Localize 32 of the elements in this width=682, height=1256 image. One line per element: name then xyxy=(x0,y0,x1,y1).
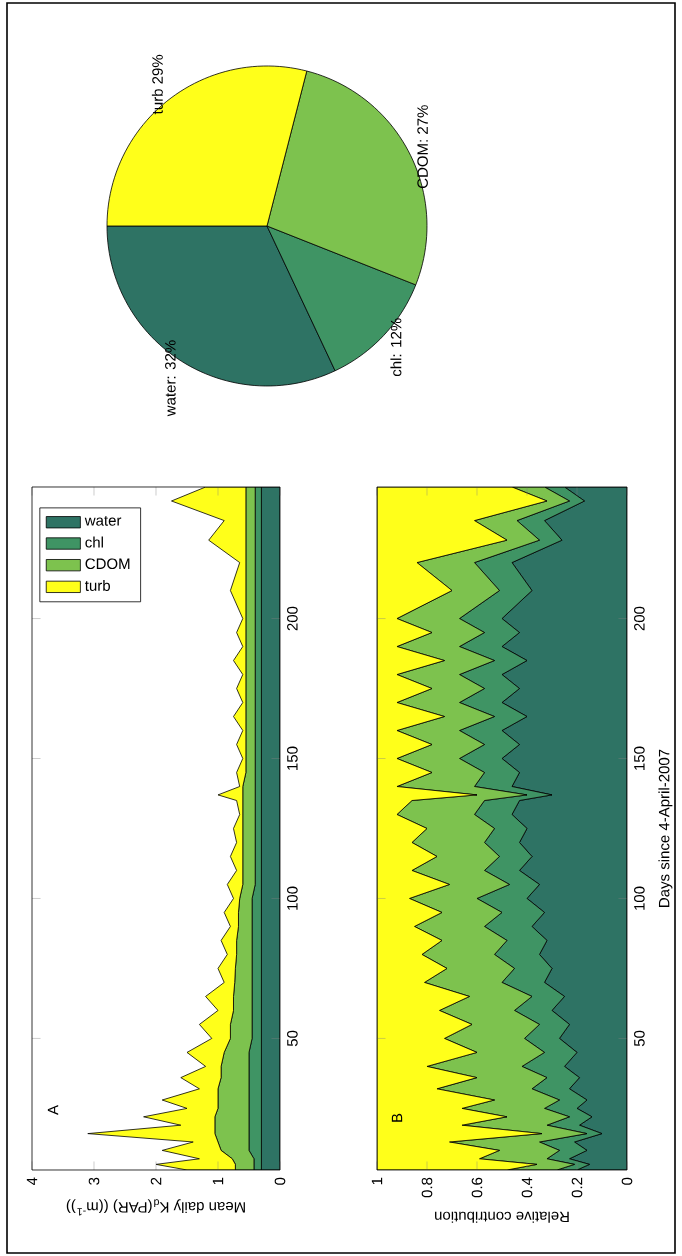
x-tick-label: 0.4 xyxy=(521,1177,533,1198)
y-tick-label: 50 xyxy=(287,1030,298,1047)
legend-label: CDOM xyxy=(85,558,130,570)
legend-label: turb xyxy=(85,579,110,591)
x-tick-label: 2 xyxy=(150,1177,162,1185)
x-tick-label: 0 xyxy=(274,1177,286,1185)
x-tick-label: 0.2 xyxy=(571,1177,583,1198)
y-tick-label: 200 xyxy=(634,606,645,631)
x-tick-label: 4 xyxy=(26,1177,38,1186)
y-tick-label: 150 xyxy=(634,746,645,770)
x-tick-label: 3 xyxy=(88,1177,100,1185)
x-axis-title: Relative contribution xyxy=(435,1211,569,1223)
slice-label: water: 32% xyxy=(165,340,176,417)
y-axis-title: Days since 4-April-2007 xyxy=(658,749,673,907)
y-tick-label: 100 xyxy=(634,886,645,910)
x-tick-label: 0.8 xyxy=(421,1177,433,1198)
slice-label: turb 29% xyxy=(151,54,163,115)
x-tick-label: 1 xyxy=(371,1177,383,1185)
x-tick-label: 0.6 xyxy=(471,1177,483,1198)
y-tick-label: 150 xyxy=(287,746,298,770)
slice-label: CDOM: 27% xyxy=(417,105,428,189)
x-tick-label: 1 xyxy=(212,1177,224,1185)
slice-label: chl: 12% xyxy=(390,318,402,377)
y-tick-label: 50 xyxy=(634,1030,645,1047)
annotation: B xyxy=(391,1113,403,1122)
annotation: A xyxy=(47,1105,59,1115)
y-tick-label: 100 xyxy=(287,886,298,910)
legend-label: water xyxy=(84,515,122,526)
x-tick-label: 0 xyxy=(621,1177,633,1185)
legend-label: chl xyxy=(85,536,103,548)
y-tick-label: 200 xyxy=(287,606,298,631)
x-axis-title: Mean daily K$_{d}$(PAR) ((m$^{-1}$)) xyxy=(66,1199,245,1216)
